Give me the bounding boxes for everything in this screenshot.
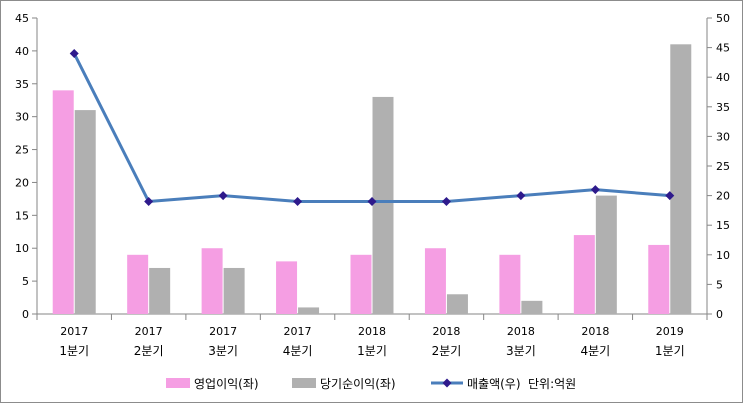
x-tick-quarter-label: 2분기	[134, 344, 164, 358]
y-right-tick-label: 40	[716, 71, 730, 84]
net-income-bar	[670, 44, 692, 315]
operating-profit-bar	[276, 261, 298, 314]
y-right-tick-label: 45	[716, 42, 730, 55]
x-tick-quarter-label: 4분기	[283, 344, 313, 358]
x-tick-year-label: 2017	[60, 325, 88, 338]
legend-swatch-operating-profit	[166, 378, 190, 388]
legend-label-revenue: 매출액(우)	[467, 377, 521, 391]
y-right-tick-label: 35	[716, 101, 730, 114]
unit-note: 단위:억원	[528, 377, 576, 391]
y-right-tick-label: 20	[716, 190, 730, 203]
net-income-bar	[595, 195, 617, 314]
legend-label-net-income: 당기순이익(좌)	[320, 377, 396, 391]
legend-marker-revenue	[442, 378, 452, 388]
bars	[52, 44, 692, 315]
y-left-tick-label: 10	[15, 242, 29, 255]
x-tick-year-label: 2017	[209, 325, 237, 338]
net-income-bar	[298, 307, 320, 314]
operating-profit-bar	[424, 248, 446, 314]
revenue-line	[69, 49, 675, 207]
x-tick-year-label: 2017	[284, 325, 312, 338]
legend-label-operating-profit: 영업이익(좌)	[194, 377, 259, 391]
y-right-tick-label: 15	[716, 219, 730, 232]
revenue-point	[144, 197, 154, 207]
y-left-tick-label: 5	[22, 275, 29, 288]
revenue-point	[293, 197, 303, 207]
x-tick-year-label: 2017	[135, 325, 163, 338]
legend: 영업이익(좌) 당기순이익(좌) 매출액(우) 단위:억원	[166, 377, 576, 391]
revenue-point	[665, 191, 675, 201]
x-tick-quarter-label: 3분기	[506, 344, 536, 358]
net-income-bar	[521, 300, 543, 314]
net-income-bar	[149, 267, 171, 314]
x-tick-year-label: 2018	[358, 325, 386, 338]
tick-labels: 0 5 10 15 20 25 30 35 40 45 0 5 10 15 20 25 30 35 40 45 50 20…	[15, 12, 730, 358]
y-left-tick-label: 25	[15, 144, 29, 157]
revenue-point	[69, 49, 79, 59]
net-income-bar	[74, 110, 96, 314]
y-left-tick-label: 20	[15, 176, 29, 189]
y-right-tick-label: 30	[716, 130, 730, 143]
x-tick-year-label: 2019	[656, 325, 684, 338]
y-left-tick-label: 30	[15, 111, 29, 124]
x-tick-quarter-label: 1분기	[59, 344, 89, 358]
y-left-tick-label: 35	[15, 78, 29, 91]
y-right-tick-label: 25	[716, 160, 730, 173]
y-right-tick-label: 50	[716, 12, 730, 25]
operating-profit-bar	[350, 254, 372, 314]
operating-profit-bar	[499, 254, 521, 314]
revenue-point	[516, 191, 526, 201]
operating-profit-bar	[573, 235, 595, 314]
y-right-tick-label: 5	[716, 278, 723, 291]
y-left-tick-label: 45	[15, 12, 29, 25]
operating-profit-bar	[127, 254, 149, 314]
revenue-point	[441, 197, 451, 207]
net-income-bar	[446, 294, 468, 314]
x-tick-year-label: 2018	[581, 325, 609, 338]
x-tick-year-label: 2018	[432, 325, 460, 338]
x-tick-quarter-label: 4분기	[580, 344, 610, 358]
x-tick-quarter-label: 2분기	[432, 344, 462, 358]
revenue-point	[218, 191, 228, 201]
legend-swatch-net-income	[292, 378, 316, 388]
net-income-bar	[223, 267, 245, 314]
x-tick-year-label: 2018	[507, 325, 535, 338]
operating-profit-bar	[648, 244, 670, 314]
y-left-tick-label: 15	[15, 209, 29, 222]
x-tick-quarter-label: 3분기	[208, 344, 238, 358]
revenue-line-path	[72, 52, 670, 204]
operating-profit-bar	[52, 90, 74, 314]
y-right-tick-label: 10	[716, 249, 730, 262]
revenue-point	[367, 197, 377, 207]
y-right-tick-label: 0	[716, 308, 723, 321]
net-income-bar	[372, 96, 394, 314]
operating-profit-bar	[201, 248, 223, 314]
x-tick-quarter-label: 1분기	[357, 344, 387, 358]
y-left-tick-label: 0	[22, 308, 29, 321]
revenue-point	[590, 185, 600, 195]
y-left-tick-label: 40	[15, 45, 29, 58]
axes	[32, 17, 712, 320]
x-tick-quarter-label: 1분기	[655, 344, 685, 358]
